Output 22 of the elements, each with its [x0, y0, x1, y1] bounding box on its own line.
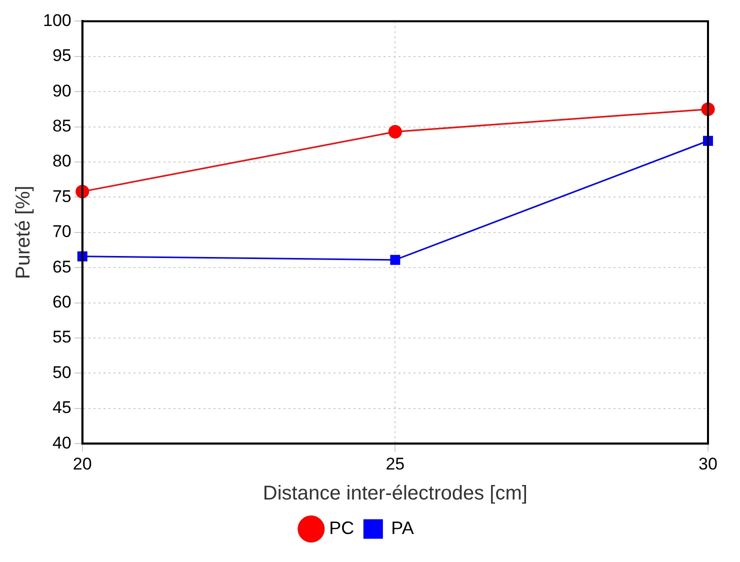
y-tick-label: 50 — [52, 362, 72, 382]
y-tick-label: 45 — [52, 398, 72, 418]
legend-label: PC — [329, 518, 354, 538]
y-tick-label: 65 — [52, 257, 72, 276]
x-axis-title: Distance inter-électrodes [cm] — [262, 482, 528, 505]
x-tick-label: 25 — [386, 454, 405, 474]
y-tick-label: 60 — [52, 292, 72, 312]
y-tick-label: 70 — [52, 222, 72, 242]
point — [390, 254, 400, 265]
y-tick-label: 80 — [52, 152, 72, 171]
x-tick-label: 30 — [698, 454, 718, 474]
y-tick-label: 85 — [52, 116, 72, 136]
y-tick-label: 40 — [52, 433, 72, 452]
y-tick-label: 90 — [52, 81, 72, 100]
x-tick-label: 20 — [72, 454, 92, 474]
y-tick-label: 100 — [42, 10, 72, 30]
legend-label: PA — [391, 518, 414, 538]
point — [388, 124, 402, 138]
y-axis-title: Pureté [%] — [12, 186, 35, 280]
y-tick-label: 75 — [52, 186, 72, 206]
y-tick-label: 95 — [52, 46, 72, 66]
y-tick-label: 55 — [52, 328, 72, 347]
